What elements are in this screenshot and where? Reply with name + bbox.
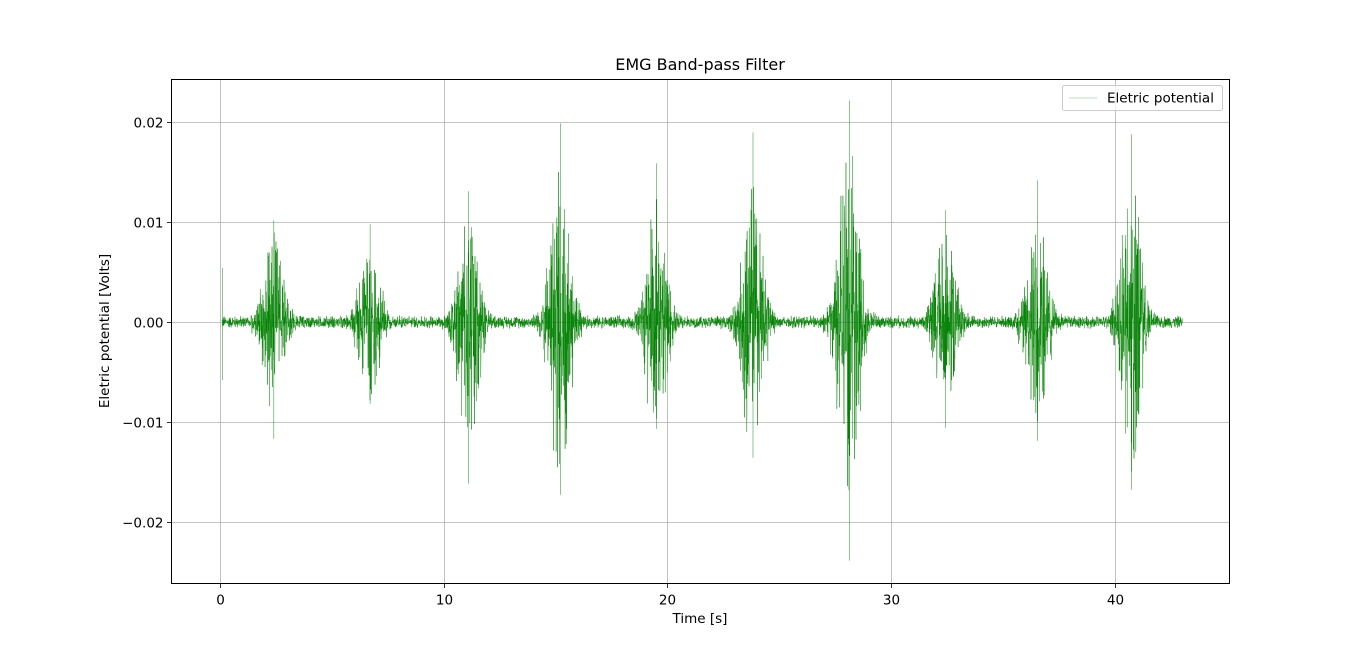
- y-tick-label: 0.02: [133, 116, 163, 132]
- plot-area: [221, 100, 1183, 561]
- x-tick-label: 30: [883, 593, 900, 609]
- y-tick-label: 0.01: [133, 216, 163, 232]
- chart-title: EMG Band-pass Filter: [615, 55, 785, 74]
- y-axis-label: Eletric potential [Volts]: [97, 254, 113, 408]
- x-tick-label: 10: [436, 593, 453, 609]
- x-axis: 0 10 20 30 40: [216, 583, 1124, 609]
- series-line-eletric-potential: [221, 100, 1183, 561]
- y-tick-label: 0.00: [133, 316, 163, 332]
- x-axis-label: Time [s]: [672, 611, 728, 627]
- legend: Eletric potential: [1062, 85, 1223, 111]
- y-axis: −0.02 −0.01 0.00 0.01 0.02: [122, 116, 172, 532]
- y-tick-label: −0.02: [122, 516, 163, 532]
- x-tick-label: 0: [216, 593, 225, 609]
- axes-frame: [171, 79, 1230, 584]
- legend-label-eletric-potential: Eletric potential: [1107, 91, 1214, 107]
- legend-box: [1062, 85, 1223, 111]
- y-tick-label: −0.01: [122, 416, 163, 432]
- x-tick-label: 20: [659, 593, 676, 609]
- x-tick-label: 40: [1107, 593, 1124, 609]
